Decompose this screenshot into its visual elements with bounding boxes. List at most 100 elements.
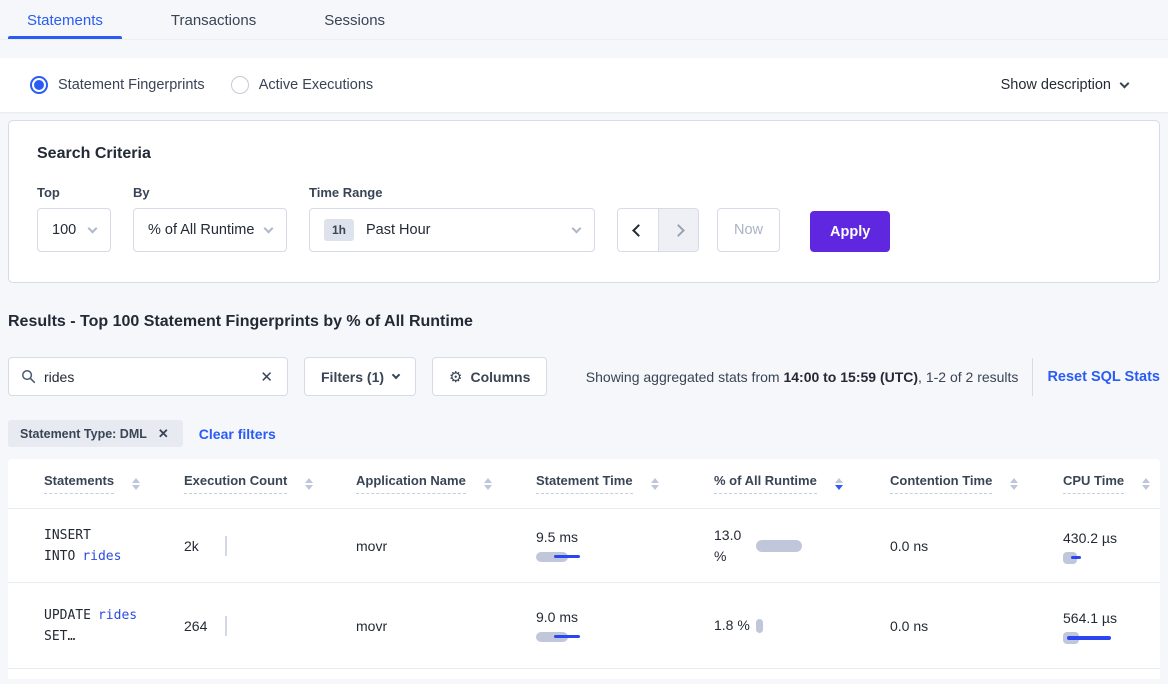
now-button[interactable]: Now [717,208,781,252]
cpu-time-bar [1063,631,1113,644]
col-header-statements[interactable]: Statements [44,473,184,494]
statement-link[interactable]: INSERT INTO rides [44,527,122,564]
filter-chip-label: Statement Type: DML [20,426,147,441]
top-select[interactable]: 100 [37,208,111,252]
statement-time-bar [536,551,606,563]
radio-selected-icon[interactable] [30,76,48,94]
radio-unselected-icon[interactable] [230,76,249,94]
gear-icon: ⚙ [449,367,463,386]
filters-button[interactable]: Filters (1) [304,357,417,396]
col-header-pct-all-runtime[interactable]: % of All Runtime [714,473,890,494]
top-tab-bar: Statements Transactions Sessions [0,0,1168,40]
col-header-contention-time[interactable]: Contention Time [890,473,1063,494]
table-row: UPDATE rides SET… 264 movr 9.0 ms 1.8 % 0… [8,583,1160,669]
table-row: INSERT INTO rides 2k movr 9.5 ms 13.0 % 0… [8,509,1160,583]
chevron-down-icon [391,370,401,379]
columns-button-label: Columns [470,368,531,385]
chevron-right-icon [672,223,685,237]
chevron-left-icon [631,223,645,237]
view-mode-bar: Statement Fingerprints Active Executions… [0,58,1168,112]
pct-runtime-bar [756,618,766,633]
radio-active-executions[interactable]: Active Executions [230,76,374,94]
filter-chips-row: Statement Type: DML ✕ Clear filters [8,420,1160,447]
columns-button[interactable]: ⚙ Columns [432,357,548,396]
col-header-cpu-time[interactable]: CPU Time [1063,473,1154,494]
cpu-time-bar [1063,551,1093,564]
application-name-cell: movr [356,617,388,634]
col-header-execution-count[interactable]: Execution Count [184,473,356,494]
statement-time-bar [536,631,606,643]
pct-runtime-cell: 13.0 % [714,525,890,567]
stats-area: Showing aggregated stats from 14:00 to 1… [585,357,1160,396]
execution-count-cell: 264 [184,615,356,636]
results-controls-row: ✕ Filters (1) ⚙ Columns Showing aggregat… [8,357,1160,396]
execution-count-bar [225,615,227,636]
search-criteria-card: Search Criteria Top 100 By % of All Runt… [8,120,1160,283]
col-header-application-name[interactable]: Application Name [356,473,536,494]
radio-statement-fingerprints-label: Statement Fingerprints [58,77,205,93]
cpu-time-cell: 430.2 µs [1063,528,1119,564]
radio-statement-fingerprints[interactable]: Statement Fingerprints [30,76,205,94]
pct-runtime-cell: 1.8 % [714,615,890,636]
sort-icon[interactable] [650,477,659,490]
chevron-down-icon [263,223,274,233]
reset-sql-stats-link[interactable]: Reset SQL Stats [1047,368,1160,385]
show-description-label: Show description [1000,77,1111,93]
time-range-field: Time Range 1h Past Hour [309,185,595,252]
next-time-window-button[interactable] [658,209,698,251]
top-label: Top [37,185,60,200]
stats-period: 14:00 to 15:59 (UTC) [783,368,919,385]
by-field: By % of All Runtime [133,185,287,252]
statements-table: Statements Execution Count Application N… [8,459,1160,679]
prev-time-window-button[interactable] [618,209,658,251]
pct-runtime-bar [756,539,804,552]
search-criteria-row: Top 100 By % of All Runtime Time Range 1… [37,185,1131,252]
filters-button-label: Filters (1) [321,368,385,385]
statement-link[interactable]: UPDATE rides SET… [44,607,138,644]
col-header-statement-time[interactable]: Statement Time [536,473,714,494]
table-header-row: Statements Execution Count Application N… [8,459,1160,509]
contention-time-cell: 0.0 ns [890,537,929,554]
vertical-divider [1032,357,1034,396]
time-range-select[interactable]: 1h Past Hour [309,208,595,252]
contention-time-cell: 0.0 ns [890,617,929,634]
sort-icon[interactable] [483,477,492,490]
application-name-cell: movr [356,537,388,554]
execution-count-bar [225,535,227,556]
time-range-label: Time Range [309,185,383,200]
sort-icon[interactable] [1010,477,1019,490]
time-range-badge: 1h [324,219,355,241]
search-icon [22,370,36,384]
tab-sessions[interactable]: Sessions [324,12,386,29]
clear-search-icon[interactable]: ✕ [260,368,273,386]
apply-button[interactable]: Apply [810,211,891,252]
filter-chip-statement-type[interactable]: Statement Type: DML ✕ [8,420,183,447]
remove-filter-icon[interactable]: ✕ [157,425,169,441]
time-range-pager [617,208,699,252]
clear-filters-link[interactable]: Clear filters [198,425,276,442]
statement-search-box[interactable]: ✕ [8,357,288,396]
sort-icon[interactable] [305,477,314,490]
tab-statements[interactable]: Statements [8,0,122,39]
tab-transactions[interactable]: Transactions [170,12,257,29]
radio-active-executions-label: Active Executions [258,77,374,93]
search-input[interactable] [44,368,259,385]
chevron-down-icon [571,223,582,233]
execution-count-cell: 2k [184,535,356,556]
top-field: Top 100 [37,185,111,252]
chevron-down-icon [87,223,98,233]
statement-time-cell: 9.5 ms [536,529,714,563]
show-description-toggle[interactable]: Show description [1000,77,1130,93]
search-criteria-title: Search Criteria [37,145,151,162]
results-heading: Results - Top 100 Statement Fingerprints… [8,313,473,330]
sort-icon[interactable] [1142,477,1151,490]
sort-icon[interactable] [132,477,141,490]
chevron-down-icon [1119,78,1130,88]
by-select[interactable]: % of All Runtime [133,208,287,252]
time-range-value: Past Hour [366,222,431,238]
by-label: By [133,185,150,200]
statement-time-cell: 9.0 ms [536,609,714,643]
sort-icon-active-desc[interactable] [834,477,843,490]
cpu-time-cell: 564.1 µs [1063,608,1119,644]
aggregated-stats-text: Showing aggregated stats from 14:00 to 1… [585,368,1019,385]
